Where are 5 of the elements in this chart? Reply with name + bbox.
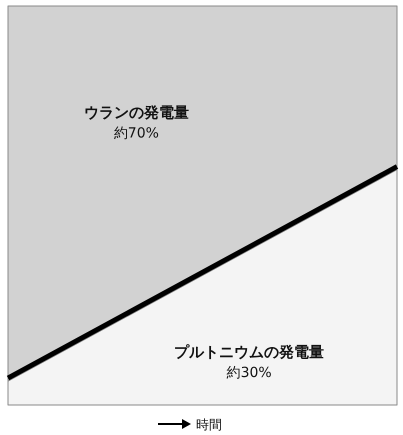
series-label: ウランの発電量 [84, 104, 189, 122]
x-axis-title: 時間 [196, 418, 222, 433]
series-label: プルトニウムの発電量 [174, 343, 324, 362]
annotation: 約70% [114, 126, 159, 142]
annotation: 約30% [226, 365, 272, 382]
